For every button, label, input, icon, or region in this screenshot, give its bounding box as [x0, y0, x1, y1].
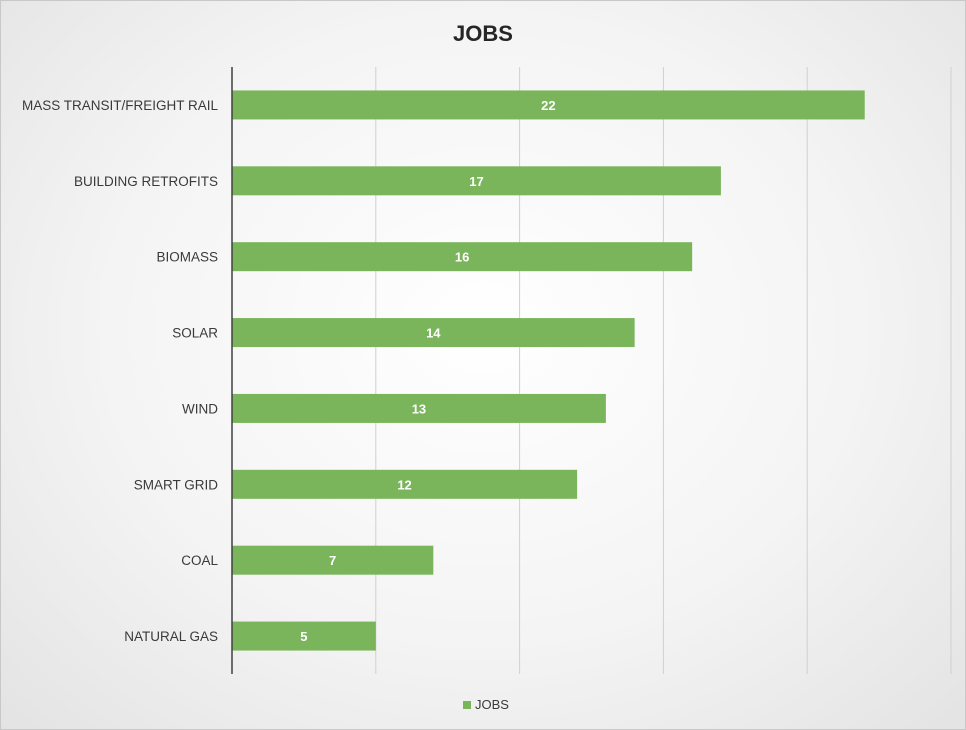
category-label: MASS TRANSIT/FREIGHT RAIL [22, 98, 219, 113]
category-label: NATURAL GAS [124, 629, 218, 644]
data-label: 16 [455, 250, 469, 265]
category-label: BIOMASS [156, 250, 218, 265]
chart-title: JOBS [453, 21, 513, 46]
data-label: 12 [397, 477, 411, 492]
gridlines [375, 67, 952, 674]
bar [232, 469, 578, 499]
category-label: SOLAR [172, 326, 218, 341]
bar [232, 393, 606, 423]
category-label: BUILDING RETROFITS [74, 174, 218, 189]
legend: JOBS [463, 697, 509, 712]
category-label: SMART GRID [134, 477, 219, 492]
bar [232, 621, 376, 651]
data-label: 17 [469, 174, 483, 189]
data-label: 7 [329, 553, 336, 568]
data-label: 22 [541, 98, 555, 113]
category-label: WIND [182, 401, 218, 416]
bar [232, 242, 693, 272]
data-label: 5 [300, 629, 307, 644]
legend-label: JOBS [475, 697, 509, 712]
bar [232, 166, 721, 196]
data-label: 14 [426, 326, 441, 341]
bars: 22 17 16 14 13 12 7 5 [232, 90, 865, 651]
data-label: 13 [412, 401, 426, 416]
bar [232, 318, 635, 348]
bar [232, 545, 434, 575]
category-label: COAL [181, 553, 218, 568]
bar [232, 90, 865, 120]
category-labels: MASS TRANSIT/FREIGHT RAIL BUILDING RETROF… [22, 98, 219, 644]
legend-swatch [463, 701, 471, 709]
